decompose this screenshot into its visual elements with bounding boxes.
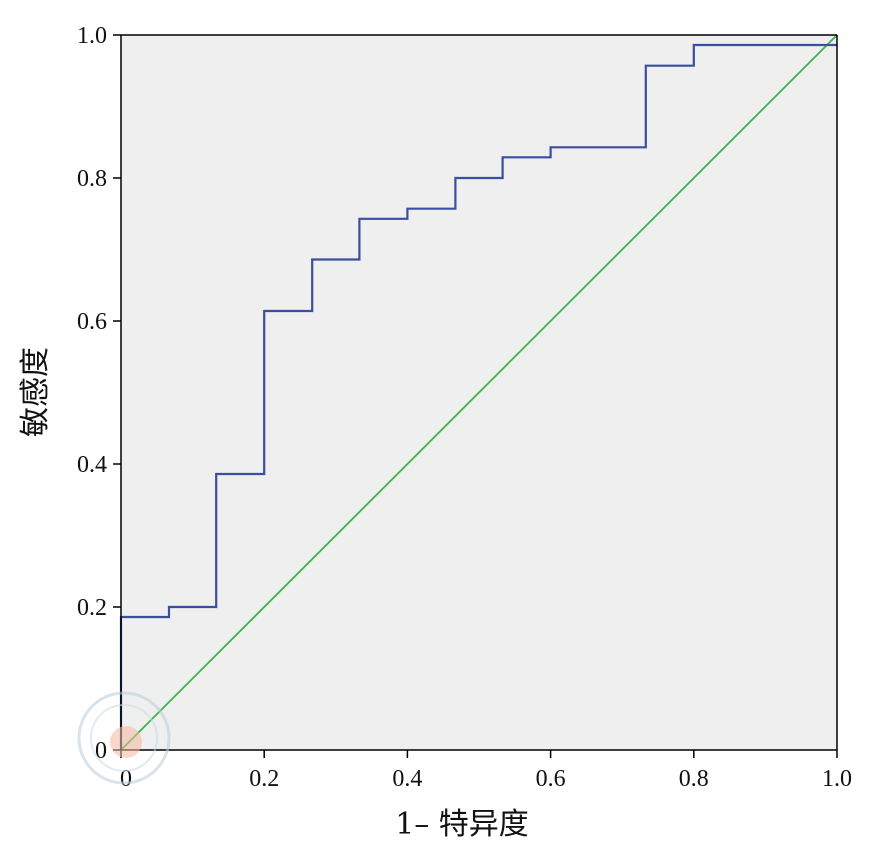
x-tick-label: 0.2 xyxy=(249,766,279,792)
y-tick-label: 0.6 xyxy=(77,309,107,335)
reference-diagonal-line xyxy=(120,34,838,751)
seal-center xyxy=(110,726,142,758)
x-axis-title: 1– 特异度 xyxy=(395,807,529,842)
y-tick-label: 1.0 xyxy=(77,23,107,49)
seal-inner-ring xyxy=(90,704,158,772)
seal-outer-ring xyxy=(77,691,171,785)
x-ticks: 0 0.2 0.4 0.6 0.8 1.0 xyxy=(120,750,852,792)
y-tick-label: 0.2 xyxy=(77,595,107,621)
x-tick-label: 0.8 xyxy=(679,766,709,792)
roc-curve-line xyxy=(119,43,837,750)
y-ticks: 0 0.2 0.4 0.6 0.8 1.0 xyxy=(77,23,121,764)
curves xyxy=(119,34,838,751)
x-tick-label: 1.0 xyxy=(822,766,852,792)
y-tick-label: 0.4 xyxy=(77,452,107,478)
watermark-seal xyxy=(77,691,171,785)
axes xyxy=(120,34,838,751)
x-tick-label: 0 xyxy=(120,766,132,792)
y-tick-label: 0.8 xyxy=(77,166,107,192)
x-tick-label: 0.4 xyxy=(392,766,422,792)
y-tick-label: 0 xyxy=(95,738,107,764)
x-tick-label: 0.6 xyxy=(536,766,566,792)
y-axis-title: 敏感度 xyxy=(18,347,53,437)
